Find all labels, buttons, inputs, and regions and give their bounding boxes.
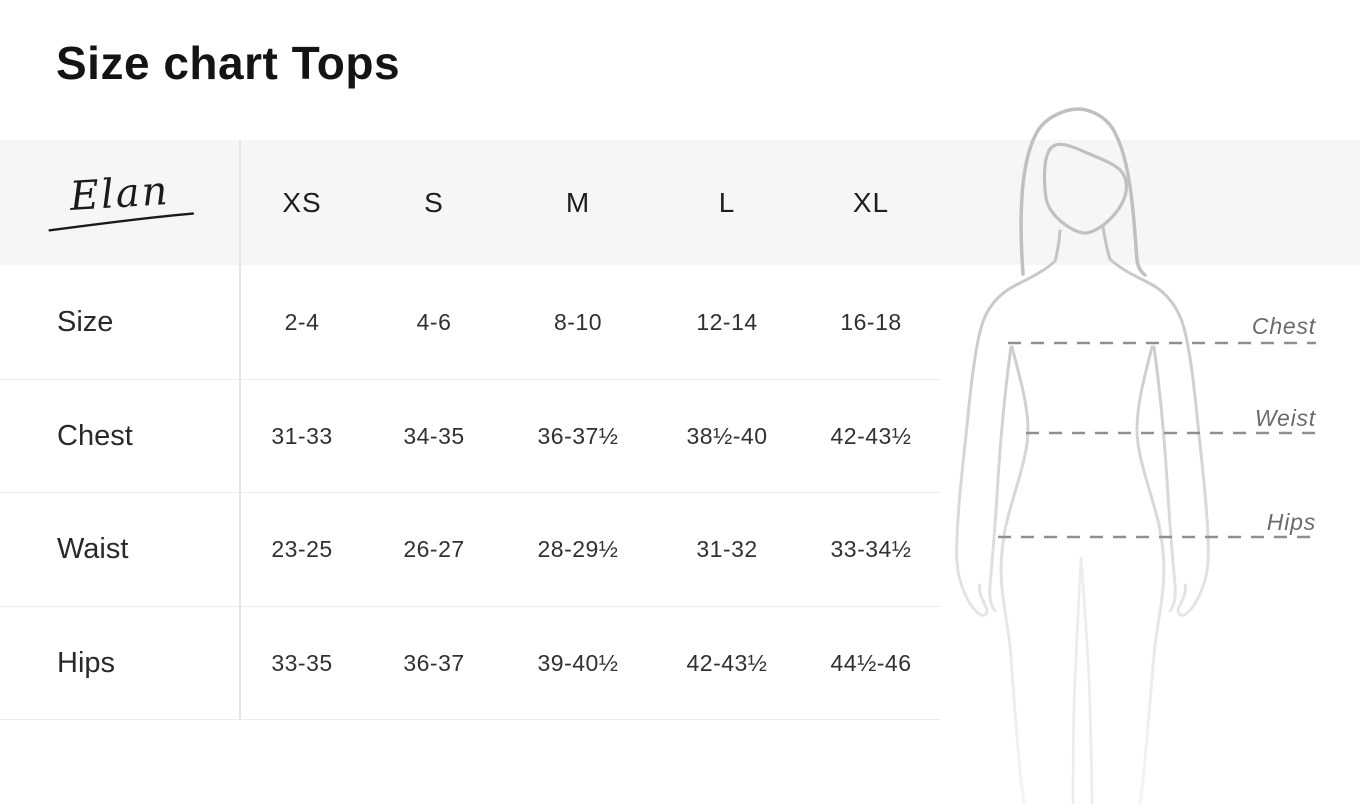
hair-outline <box>1019 107 1147 277</box>
waist-value-xl: 33-34½ <box>830 536 912 562</box>
hips-value-xs: 33-35 <box>271 649 333 676</box>
brand-logo-underline <box>48 211 195 232</box>
size-value-l: 12-14 <box>696 308 758 335</box>
left-arm-outline <box>955 259 1057 617</box>
right-inner-arm-line <box>1152 345 1177 613</box>
row-label-size: Size <box>57 305 114 338</box>
column-header-xl: XL <box>852 186 890 218</box>
chest-value-s: 34-35 <box>403 422 465 449</box>
table-header-row: Elan XS S M L XL <box>0 140 940 265</box>
table-body: Size 2-4 4-6 8-10 12-14 16-18 Chest 31-3… <box>0 265 940 720</box>
right-arm-outline <box>1108 257 1210 617</box>
waist-value-xs: 23-25 <box>271 536 333 562</box>
size-value-xs: 2-4 <box>284 308 320 335</box>
table-row-chest: Chest 31-33 34-35 36-37½ 38½-40 42-43½ <box>0 380 940 493</box>
neck-line-right <box>1101 225 1112 261</box>
chest-value-xl: 42-43½ <box>830 422 912 449</box>
waist-measure-label: Weist <box>1254 405 1316 431</box>
neck-line-left <box>1053 229 1062 263</box>
chest-measure-label: Chest <box>1251 313 1316 339</box>
inner-leg-line-left <box>1071 556 1083 804</box>
column-header-m: M <box>565 186 591 218</box>
size-value-s: 4-6 <box>416 308 452 335</box>
hips-value-m: 39-40½ <box>537 649 619 676</box>
hips-value-s: 36-37 <box>403 649 465 676</box>
column-header-s: S <box>424 186 444 218</box>
hips-measure-label: Hips <box>1266 509 1316 535</box>
left-torso-outline <box>999 345 1030 804</box>
column-divider-line <box>239 140 241 720</box>
row-label-chest: Chest <box>57 419 133 452</box>
page-title: Size chart Tops <box>56 37 401 89</box>
body-silhouette-illustration <box>955 107 1316 804</box>
size-value-m: 8-10 <box>553 308 603 335</box>
waist-value-m: 28-29½ <box>537 536 619 562</box>
table-row-hips: Hips 33-35 36-37 39-40½ 42-43½ 44½-46 <box>0 607 940 720</box>
waist-value-l: 31-32 <box>696 536 758 562</box>
size-value-xl: 16-18 <box>840 308 902 335</box>
table-row-waist: Waist 23-25 26-27 28-29½ 31-32 33-34½ <box>0 493 940 607</box>
right-torso-outline <box>1135 345 1166 804</box>
table-row-size: Size 2-4 4-6 8-10 12-14 16-18 <box>0 265 940 380</box>
chest-value-m: 36-37½ <box>537 422 619 449</box>
face-outline <box>1042 142 1128 235</box>
brand-logo-text: Elan <box>68 167 171 220</box>
chest-value-xs: 31-33 <box>271 422 333 449</box>
left-inner-arm-line <box>988 345 1013 613</box>
brand-logo: Elan <box>43 167 196 232</box>
row-label-hips: Hips <box>57 646 116 679</box>
hips-value-xl: 44½-46 <box>830 649 912 676</box>
hips-value-l: 42-43½ <box>686 649 768 676</box>
column-header-xs: XS <box>282 186 322 218</box>
column-header-l: L <box>718 186 736 218</box>
row-label-waist: Waist <box>57 533 129 565</box>
chest-value-l: 38½-40 <box>686 422 768 449</box>
inner-leg-line-right <box>1079 556 1094 804</box>
waist-value-s: 26-27 <box>403 536 465 562</box>
